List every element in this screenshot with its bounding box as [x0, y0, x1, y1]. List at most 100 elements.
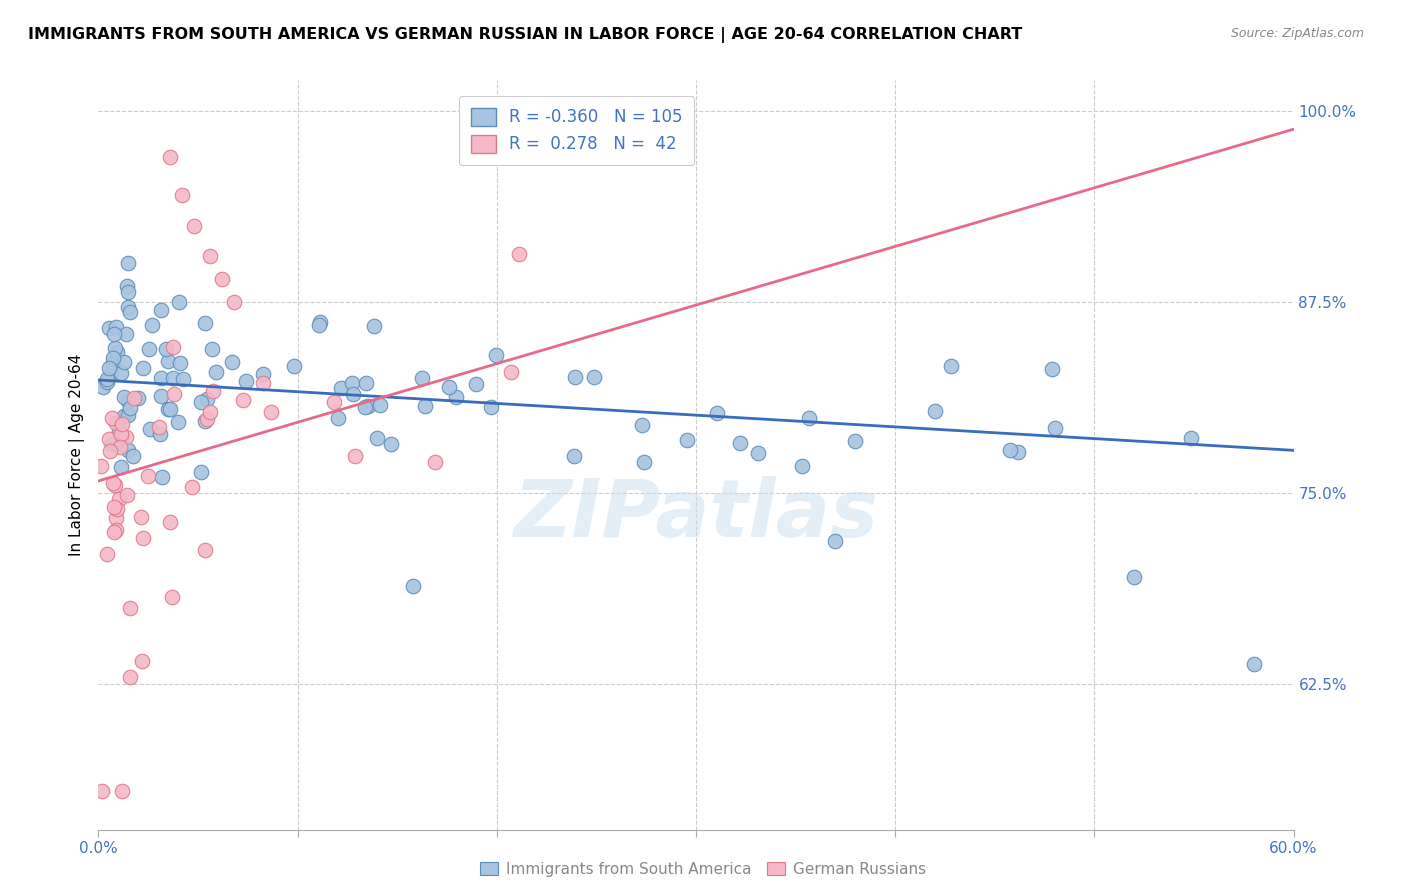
Point — [190, 395, 212, 409]
Point — [103, 524, 125, 539]
Point — [1180, 431, 1202, 445]
Point — [100, 436, 122, 450]
Point — [194, 316, 217, 330]
Point — [201, 343, 224, 357]
Point — [190, 465, 212, 479]
Point — [91, 380, 114, 394]
Point — [1007, 445, 1029, 459]
Point — [159, 150, 181, 164]
Point — [117, 285, 139, 299]
Point — [183, 219, 205, 233]
Point — [998, 443, 1021, 458]
Point — [747, 446, 769, 460]
Point — [366, 431, 388, 445]
Point — [104, 477, 127, 491]
Point — [150, 469, 173, 483]
Point — [464, 376, 486, 391]
Point — [790, 459, 813, 474]
Point — [115, 488, 138, 502]
Point — [582, 369, 605, 384]
Point — [353, 400, 375, 414]
Point — [96, 375, 118, 389]
Point — [121, 449, 143, 463]
Point — [89, 459, 111, 474]
Point — [357, 399, 380, 413]
Point — [104, 341, 127, 355]
Text: ZIPatlas: ZIPatlas — [513, 475, 879, 554]
Point — [110, 433, 132, 447]
Point — [309, 315, 332, 329]
Point — [323, 395, 346, 409]
Point — [222, 295, 245, 310]
Point — [149, 371, 172, 385]
Point — [112, 355, 135, 369]
Point — [91, 784, 114, 798]
Point — [157, 354, 180, 368]
Point — [118, 401, 141, 415]
Point — [105, 416, 128, 430]
Point — [169, 356, 191, 370]
Point — [260, 405, 283, 419]
Point — [131, 531, 153, 545]
Point — [104, 524, 127, 538]
Point — [162, 371, 184, 385]
Text: Source: ZipAtlas.com: Source: ZipAtlas.com — [1230, 27, 1364, 40]
Point — [110, 459, 132, 474]
Point — [150, 389, 173, 403]
Y-axis label: In Labor Force | Age 20-64: In Labor Force | Age 20-64 — [69, 354, 84, 556]
Point — [235, 374, 257, 388]
Point — [112, 390, 135, 404]
Point — [148, 420, 170, 434]
Point — [111, 417, 134, 431]
Point — [162, 591, 184, 605]
Point — [172, 372, 194, 386]
Point — [111, 784, 134, 798]
Legend: Immigrants from South America, German Russians: Immigrants from South America, German Ru… — [472, 854, 934, 884]
Point — [201, 384, 224, 399]
Point — [117, 394, 139, 409]
Point — [149, 427, 172, 442]
Point — [138, 342, 160, 356]
Point — [198, 249, 221, 263]
Point — [354, 376, 377, 390]
Point — [485, 348, 508, 362]
Point — [499, 366, 522, 380]
Point — [115, 429, 138, 443]
Point — [283, 359, 305, 373]
Point — [159, 402, 181, 417]
Point — [479, 400, 502, 414]
Point — [1040, 362, 1063, 376]
Point — [139, 422, 162, 436]
Point — [96, 547, 118, 561]
Point — [117, 255, 139, 269]
Point — [252, 376, 274, 390]
Point — [631, 417, 654, 432]
Point — [107, 424, 129, 438]
Point — [797, 410, 820, 425]
Point — [824, 533, 846, 548]
Point — [97, 433, 120, 447]
Point — [924, 404, 946, 418]
Point — [155, 342, 177, 356]
Point — [564, 370, 586, 384]
Point — [232, 393, 254, 408]
Point — [221, 355, 243, 369]
Point — [562, 449, 585, 463]
Point — [105, 344, 128, 359]
Point — [342, 376, 364, 391]
Point — [120, 600, 142, 615]
Point — [101, 410, 124, 425]
Point — [402, 579, 425, 593]
Point — [120, 305, 142, 319]
Point — [101, 475, 124, 490]
Point — [844, 434, 866, 448]
Point — [163, 387, 186, 401]
Point — [194, 543, 217, 558]
Point — [117, 409, 139, 423]
Point — [112, 409, 135, 424]
Point — [1123, 570, 1146, 584]
Point — [98, 444, 122, 458]
Point — [110, 427, 132, 442]
Point — [141, 318, 163, 332]
Point — [127, 391, 149, 405]
